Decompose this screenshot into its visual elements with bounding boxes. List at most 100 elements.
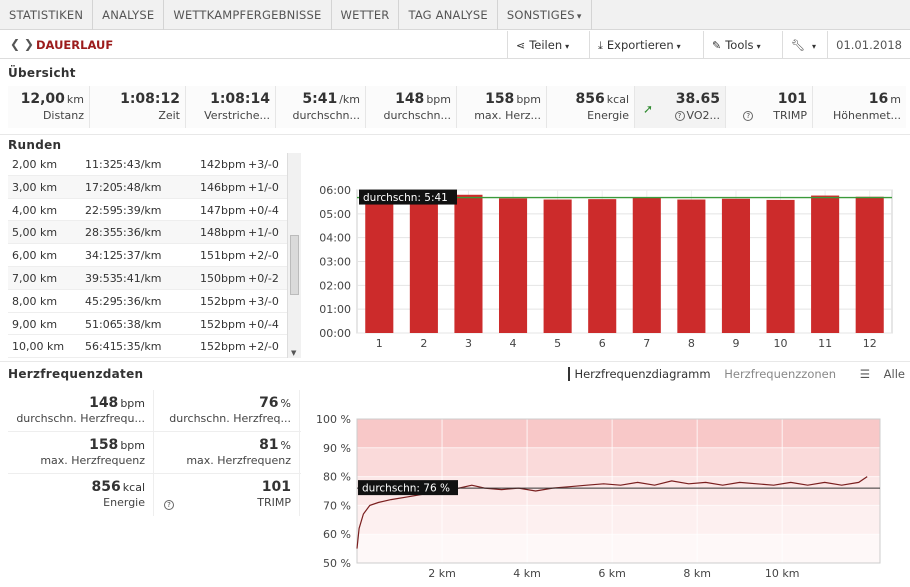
y-tick-label: 70 % — [323, 499, 351, 512]
value: 101 — [261, 479, 291, 495]
tab-statistiken[interactable]: STATISTIKEN — [0, 0, 94, 30]
overview-vo2max[interactable]: ➚ 38.65 ? VO2... — [635, 86, 726, 128]
x-tick-label: 8 — [688, 337, 695, 350]
chevron-down-icon: ▾ — [756, 42, 761, 51]
plot-border — [356, 418, 881, 564]
label: max. Herz... — [474, 109, 541, 122]
tab-label: TAG ANALYSE — [408, 8, 488, 22]
lap-pace: 5:36/km — [116, 294, 162, 308]
download-icon: ⤓ — [598, 39, 603, 52]
bar — [632, 197, 661, 333]
hr-stats-row: 856 kcal Energie ? 101 TRIMP — [8, 474, 301, 516]
lap-hr: 148bpm — [200, 226, 246, 240]
divider — [0, 361, 910, 362]
table-row[interactable]: 10,00 km 56:41 5:35/km 152bpm +2/-0 — [8, 335, 301, 358]
export-button[interactable]: ⤓ Exportieren ▾ — [589, 31, 689, 59]
y-tick-label: 02:00 — [319, 279, 351, 292]
tab-hr-zones[interactable]: Herzfrequenzzonen — [724, 367, 837, 381]
label: durchschn. Herzfreq... — [169, 412, 291, 425]
laps-scrollbar[interactable]: ▼ — [287, 153, 301, 358]
chevron-right-icon[interactable]: ❯ — [23, 37, 34, 51]
label: max. Herzfrequenz — [40, 454, 145, 467]
label: durchschn. Herzfrequ... — [16, 412, 145, 425]
tab-label: ANALYSE — [102, 8, 155, 22]
label: max. Herzfrequenz — [186, 454, 291, 467]
tab-analyse[interactable]: ANALYSE — [93, 0, 165, 30]
lap-dist: 6,00 km — [12, 249, 58, 263]
hr-trimp: ? 101 TRIMP — [154, 474, 300, 516]
y-tick-label: 80 % — [323, 471, 351, 484]
lap-dist: 4,00 km — [12, 203, 58, 217]
lap-dist: 2,00 km — [12, 158, 58, 171]
lap-elev: +3/-0 — [248, 158, 279, 171]
lap-elev: +2/-0 — [248, 249, 279, 263]
average-label: durchschn: 76 % — [362, 483, 450, 495]
table-row[interactable]: 6,00 km 34:12 5:37/km 151bpm +2/-0 — [8, 244, 301, 267]
y-tick-label: 06:00 — [319, 184, 351, 197]
chevron-left-icon[interactable]: ❮ — [10, 37, 21, 51]
tab-tag-analyse[interactable]: TAG ANALYSE — [399, 0, 498, 30]
y-tick-label: 00:00 — [319, 327, 351, 340]
x-tick-label: 6 — [599, 337, 606, 350]
lap-time: 28:35 — [85, 226, 117, 240]
unit: m — [890, 93, 901, 106]
tools-button[interactable]: ✎ Tools ▾ — [703, 31, 769, 59]
lap-time: 45:29 — [85, 294, 117, 308]
value: 856 — [91, 479, 121, 495]
wrench-icon: 🔧︎ — [791, 39, 805, 52]
table-row[interactable]: 5,00 km 28:35 5:36/km 148bpm +1/-0 — [8, 221, 301, 245]
x-tick-label: 5 — [554, 337, 561, 350]
tab-all[interactable]: ☰ Alle — [850, 367, 905, 381]
bar — [454, 194, 483, 333]
value: 38.65 — [675, 91, 720, 107]
lap-hr: 146bpm — [200, 180, 246, 194]
bar — [543, 199, 572, 333]
tab-hr-diagram[interactable]: Herzfrequenzdiagramm — [568, 367, 711, 381]
tab-wetter[interactable]: WETTER — [332, 0, 400, 30]
value: 148 — [395, 91, 425, 107]
average-label-bg — [359, 189, 457, 205]
overview-distance: 12,00 km Distanz — [8, 86, 90, 128]
help-icon[interactable]: ? — [164, 500, 174, 510]
table-row[interactable]: 9,00 km 51:06 5:38/km 152bpm +0/-4 — [8, 312, 301, 336]
scrollbar-thumb[interactable] — [290, 235, 299, 295]
help-icon[interactable]: ? — [674, 111, 685, 121]
lap-time: 56:41 — [85, 340, 117, 354]
value: 101 — [777, 91, 807, 107]
list-icon: ☰ — [859, 367, 870, 381]
unit: kcal — [606, 93, 629, 106]
unit: % — [280, 397, 291, 410]
label: Energie — [587, 109, 629, 122]
chevron-down-icon: ▾ — [676, 42, 681, 51]
overview-pace: 5:41/km durchschn... — [276, 86, 366, 128]
tab-wettkampfergebnisse[interactable]: WETTKAMPFERGEBNISSE — [164, 0, 332, 30]
table-row[interactable]: 4,00 km 22:59 5:39/km 147bpm +0/-4 — [8, 199, 301, 222]
bar — [811, 195, 840, 333]
tools-label: Tools — [725, 38, 754, 52]
table-row[interactable]: 8,00 km 45:29 5:36/km 152bpm +3/-0 — [8, 290, 301, 313]
divider — [0, 134, 910, 135]
share-button[interactable]: ⋖ Teilen ▾ — [507, 31, 577, 59]
table-row[interactable]: 3,00 km 17:20 5:48/km 146bpm +1/-0 — [8, 175, 301, 199]
lap-hr: 152bpm — [200, 340, 246, 354]
lap-pace: 5:43/km — [116, 158, 162, 171]
help-icon[interactable]: ? — [743, 111, 754, 121]
table-row[interactable]: 2,00 km 11:32 5:43/km 142bpm +3/-0 — [8, 153, 301, 176]
lap-elev: +0/-4 — [248, 203, 279, 217]
chevron-down-icon: ▾ — [576, 12, 582, 22]
value: 81 — [259, 437, 279, 453]
y-tick-label: 90 % — [323, 442, 351, 455]
y-tick-label: 05:00 — [319, 208, 351, 221]
table-row[interactable]: 7,00 km 39:53 5:41/km 150bpm +0/-2 — [8, 266, 301, 290]
unit: bpm — [426, 93, 451, 106]
unit: km — [66, 93, 84, 106]
laps-heading: Runden — [8, 138, 62, 152]
tab-label: WETTKAMPFERGEBNISSE — [173, 8, 322, 22]
lap-hr: 142bpm — [200, 158, 246, 171]
magic-wand-icon: ✎ — [712, 39, 722, 52]
settings-button[interactable]: 🔧︎ ▾ — [782, 31, 824, 59]
bar — [588, 199, 617, 333]
scroll-down-arrow-icon[interactable]: ▼ — [291, 349, 297, 357]
tab-sonstiges[interactable]: SONSTIGES ▾ — [498, 0, 592, 30]
value: 158 — [485, 91, 515, 107]
